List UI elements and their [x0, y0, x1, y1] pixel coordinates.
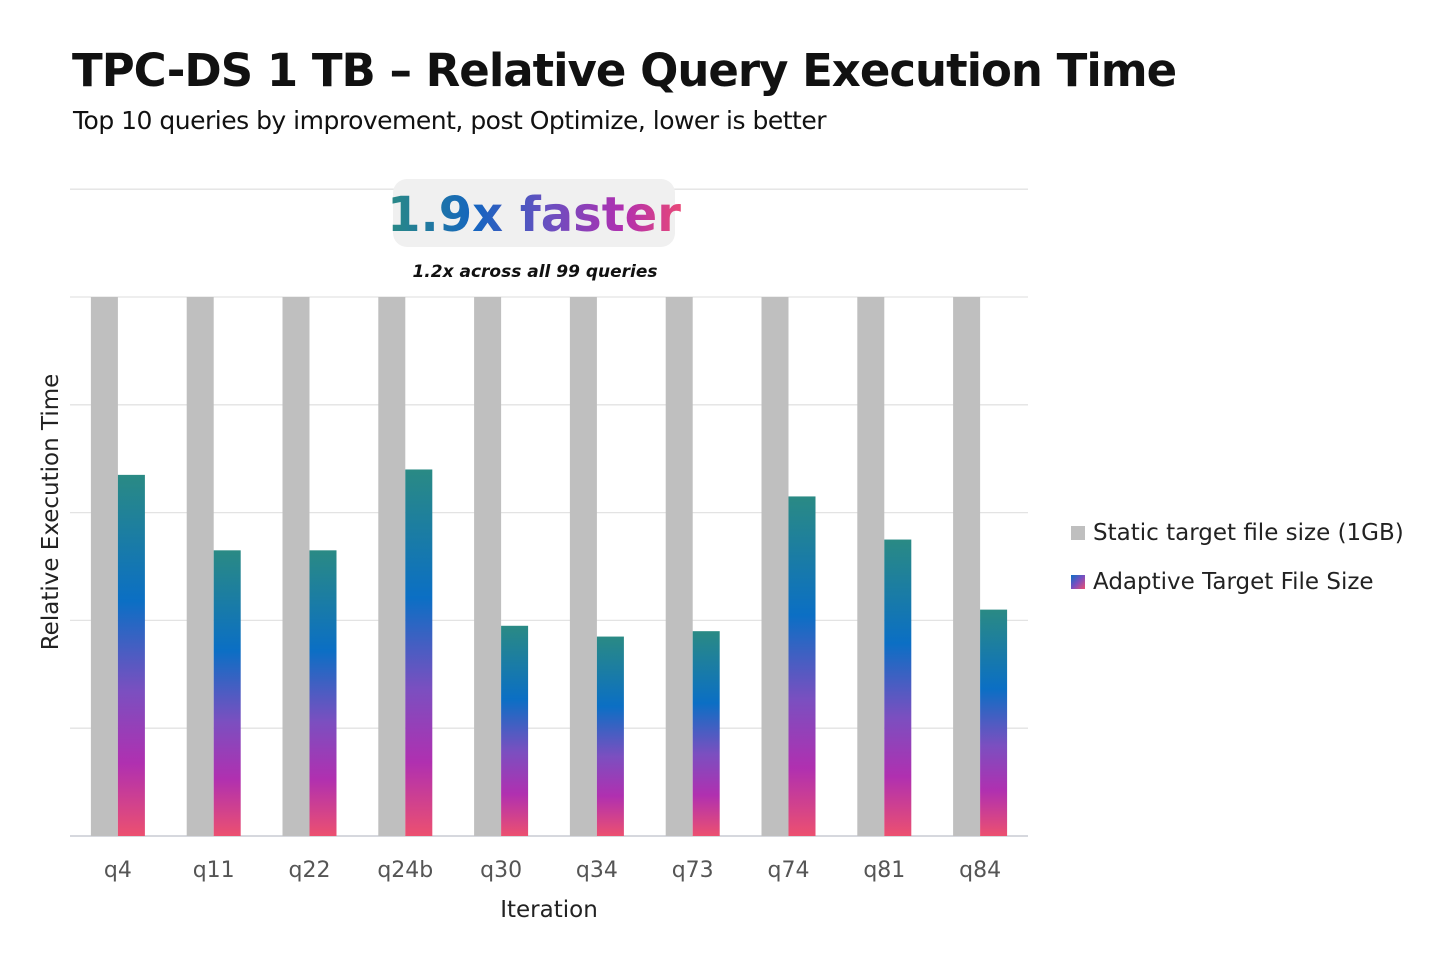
x-tick-label: q34 — [576, 858, 618, 883]
legend-swatch-static — [1071, 526, 1085, 540]
x-tick-label: q81 — [863, 858, 905, 883]
bar-static-q34 — [569, 297, 597, 836]
bar-static-q11 — [186, 297, 214, 836]
legend-label: Adaptive Target File Size — [1093, 569, 1374, 595]
bar-static-q4 — [90, 297, 118, 836]
bar-adaptive-q22 — [309, 550, 337, 836]
x-axis-label: Iteration — [500, 897, 598, 923]
x-tick-label: q24b — [377, 858, 433, 883]
annotation-note: 1.2x across all 99 queries — [412, 262, 657, 282]
bar-adaptive-q84 — [980, 609, 1008, 836]
chart-title: TPC-DS 1 TB – Relative Query Execution T… — [72, 44, 1177, 97]
x-tick-label: q11 — [193, 858, 235, 883]
bar-adaptive-q11 — [213, 550, 241, 836]
x-tick-label: q73 — [672, 858, 714, 883]
bar-adaptive-q34 — [596, 636, 624, 836]
bar-static-q81 — [857, 297, 885, 836]
bar-static-q30 — [474, 297, 502, 836]
bar-static-q24b — [378, 297, 406, 836]
y-axis-label: Relative Execution Time — [38, 374, 64, 651]
bar-static-q74 — [761, 297, 789, 836]
annotation-badge — [393, 179, 675, 247]
x-tick-label: q74 — [768, 858, 810, 883]
bar-adaptive-q74 — [788, 496, 816, 836]
x-tick-label: q22 — [289, 858, 331, 883]
legend-item-adaptive: Adaptive Target File Size — [1071, 569, 1374, 595]
legend-label: Static target file size (1GB) — [1093, 520, 1404, 546]
chart-subtitle: Top 10 queries by improvement, post Opti… — [73, 106, 826, 135]
legend-item-static: Static target file size (1GB) — [1071, 520, 1404, 546]
bar-adaptive-q24b — [405, 469, 433, 836]
x-tick-label: q30 — [480, 858, 522, 883]
bar-adaptive-q4 — [117, 474, 145, 836]
bar-adaptive-q30 — [501, 625, 529, 836]
bar-static-q73 — [665, 297, 693, 836]
x-tick-label: q4 — [104, 858, 132, 883]
legend-swatch-adaptive — [1071, 575, 1085, 589]
bar-static-q22 — [282, 297, 310, 836]
bar-adaptive-q81 — [884, 539, 912, 836]
bar-static-q84 — [953, 297, 981, 836]
annotation-headline: 1.9x faster — [387, 187, 681, 243]
x-tick-label: q84 — [959, 858, 1001, 883]
bar-adaptive-q73 — [692, 631, 720, 836]
